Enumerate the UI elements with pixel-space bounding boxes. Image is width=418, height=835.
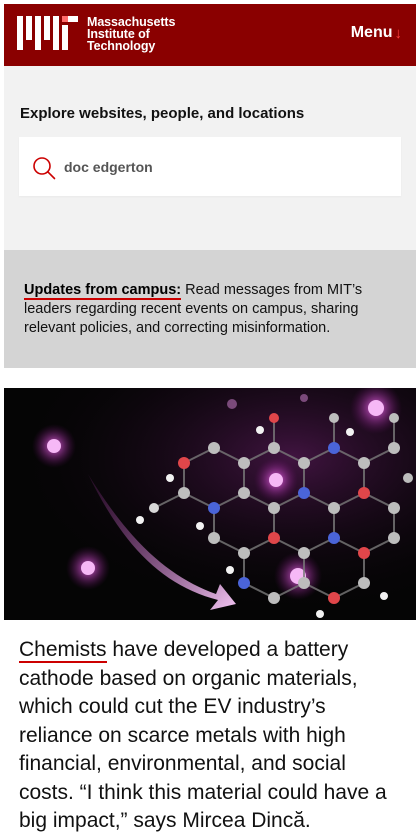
updates-banner: Updates from campus: Read messages from … <box>4 250 416 368</box>
logo-line-1: Massachusetts <box>87 15 176 29</box>
hero-image[interactable] <box>4 388 416 620</box>
story-body: have developed a battery cathode based o… <box>19 638 387 832</box>
site-header: Massachusetts Institute of Technology Me… <box>4 4 416 66</box>
arrow-down-icon: ↓ <box>394 24 403 42</box>
logo-line-2: Institute of <box>87 27 150 41</box>
updates-link[interactable]: Updates from campus: <box>24 282 182 300</box>
search-input[interactable] <box>64 137 384 196</box>
mit-logo-mark <box>17 16 78 50</box>
search-icon <box>33 157 56 180</box>
story-text: Chemists have developed a battery cathod… <box>19 636 404 835</box>
menu-button[interactable]: Menu ↓ <box>351 24 402 42</box>
updates-text: Updates from campus: Read messages from … <box>24 281 396 338</box>
atom-lattice <box>136 394 413 618</box>
molecule-illustration <box>4 388 416 620</box>
search-section: Explore websites, people, and locations <box>4 66 416 250</box>
logo-wordmark: Massachusetts Institute of Technology <box>87 15 176 53</box>
mit-logo[interactable]: Massachusetts Institute of Technology <box>17 16 175 54</box>
search-box[interactable] <box>19 137 401 196</box>
updates-body: Read messages from MIT’s leaders regardi… <box>24 282 363 336</box>
logo-line-3: Technology <box>87 39 156 53</box>
story-link[interactable]: Chemists <box>19 638 107 663</box>
menu-label: Menu <box>350 24 393 41</box>
search-label: Explore websites, people, and locations <box>20 105 305 122</box>
page: Massachusetts Institute of Technology Me… <box>4 4 416 835</box>
